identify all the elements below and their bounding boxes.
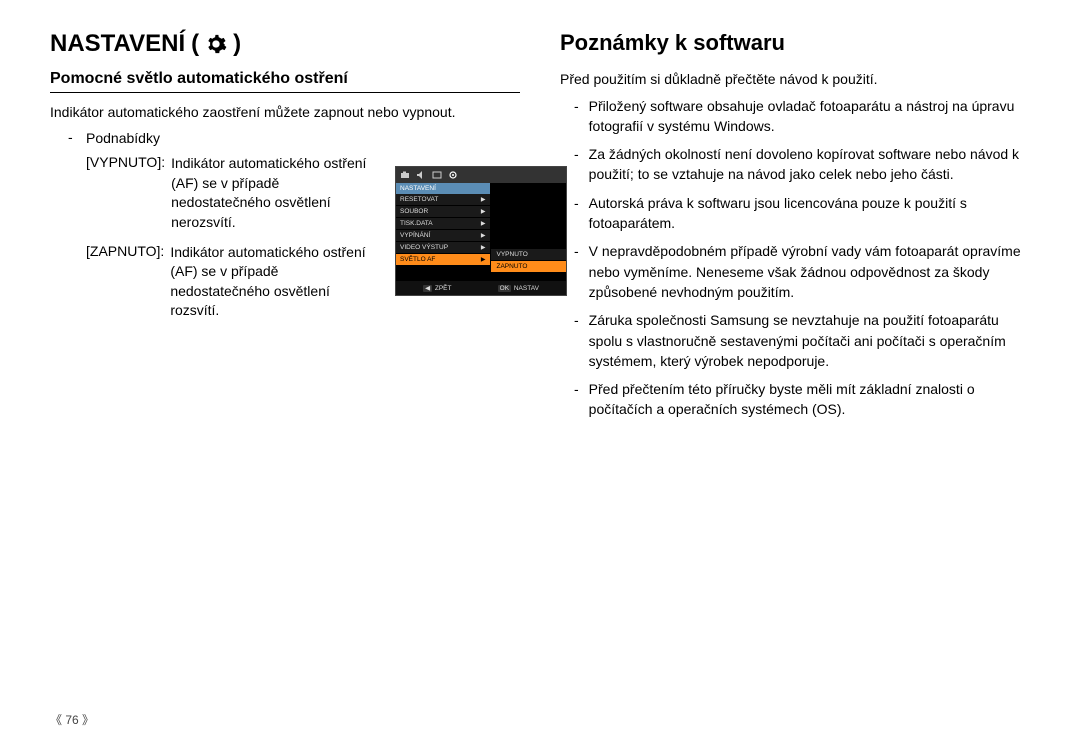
- subsection-heading: Pomocné světlo automatického ostření: [50, 70, 520, 88]
- camera-menu-left: NASTAVENÍ RESETOVAT▶ SOUBOR▶ TISK.DATA▶ …: [396, 183, 490, 281]
- speaker-icon: [416, 170, 426, 180]
- left-header: NASTAVENÍ ( ): [50, 30, 520, 58]
- divider: [50, 92, 520, 93]
- page-section-title: NASTAVENÍ: [50, 30, 185, 58]
- camera-menu-heading: NASTAVENÍ: [396, 183, 490, 194]
- paren-open: (: [191, 30, 199, 58]
- camera-menu-item: TISK.DATA▶: [396, 218, 490, 230]
- camera-icon: [400, 170, 410, 180]
- camera-menu-item-selected: SVĚTLO AF▶: [396, 254, 490, 266]
- left-column: NASTAVENÍ ( ) Pomocné světlo automatické…: [50, 30, 520, 428]
- camera-menu-item: VYPÍNÁNÍ▶: [396, 230, 490, 242]
- definition-term: [VYPNUTO]:: [86, 154, 165, 232]
- settings-gear-icon: [448, 170, 458, 180]
- list-item: -Záruka společnosti Samsung se nevztahuj…: [560, 310, 1030, 371]
- ok-key-icon: OK: [498, 285, 511, 292]
- camera-option: VYPNUTO: [491, 249, 567, 261]
- intro-text: Indikátor automatického zaostření můžete…: [50, 103, 520, 123]
- definition-desc: Indikátor automatického ostření (AF) se …: [171, 154, 376, 232]
- camera-option-selected: ZAPNUTO: [491, 261, 567, 273]
- camera-menu-item: VIDEO VÝSTUP▶: [396, 242, 490, 254]
- camera-menu-item: SOUBOR▶: [396, 206, 490, 218]
- display-icon: [432, 170, 442, 180]
- right-intro: Před použitím si důkladně přečtěte návod…: [560, 70, 1030, 90]
- right-column: Poznámky k softwaru Před použitím si důk…: [560, 30, 1030, 428]
- list-item: -Přiložený software obsahuje ovladač fot…: [560, 96, 1030, 137]
- definition-term: [ZAPNUTO]:: [86, 243, 164, 321]
- list-item: -Před přečtením této příručky byste měli…: [560, 379, 1030, 420]
- camera-menu-screenshot: NASTAVENÍ RESETOVAT▶ SOUBOR▶ TISK.DATA▶ …: [395, 166, 567, 296]
- notes-list: -Přiložený software obsahuje ovladač fot…: [560, 96, 1030, 420]
- page-number: 《 76 》: [50, 711, 94, 728]
- back-key-icon: ◀: [423, 285, 432, 292]
- list-item: -Za žádných okolností není dovoleno kopí…: [560, 144, 1030, 185]
- gear-icon: [205, 33, 227, 55]
- camera-menu-right: VYPNUTO ZAPNUTO: [490, 183, 567, 281]
- dash: -: [68, 129, 73, 145]
- definition-desc: Indikátor automatického ostření (AF) se …: [170, 243, 375, 321]
- camera-menu-item: RESETOVAT▶: [396, 194, 490, 206]
- submenu-label: Podnabídky: [50, 129, 520, 149]
- paren-close: ): [233, 30, 241, 58]
- list-item: -Autorská práva k softwaru jsou licencov…: [560, 193, 1030, 234]
- footer-back-label: ZPĚT: [435, 285, 452, 292]
- footer-ok-label: NASTAV: [514, 285, 539, 292]
- camera-topbar: [396, 167, 566, 183]
- list-item: -V nepravděpodobném případě výrobní vady…: [560, 241, 1030, 302]
- camera-footer: ◀ ZPĚT OK NASTAV: [396, 281, 566, 295]
- right-section-title: Poznámky k softwaru: [560, 30, 1030, 56]
